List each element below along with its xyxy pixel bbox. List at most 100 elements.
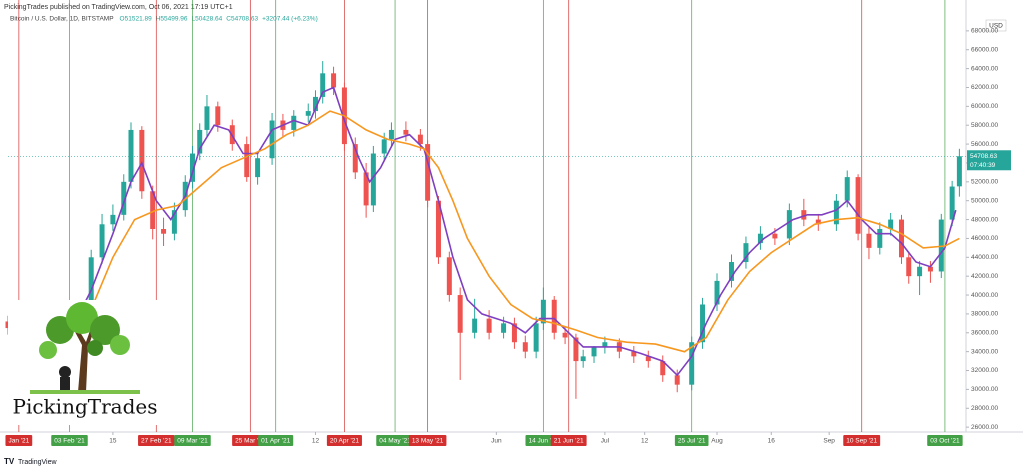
logo-figure <box>60 377 70 393</box>
candle-body <box>331 73 337 88</box>
signal-tag-box <box>258 435 294 446</box>
candle-body <box>204 106 210 130</box>
candle-body <box>139 129 145 192</box>
candle-body <box>551 299 557 333</box>
candle-body <box>403 129 409 135</box>
y-tick-label: 44000.00 <box>971 254 998 261</box>
x-tick-label: 12 <box>641 438 649 445</box>
y-tick-label: 62000.00 <box>971 84 998 91</box>
candle-body <box>161 229 167 234</box>
currency: USD <box>989 23 1003 30</box>
signal-tag: 01 Apr '21 <box>258 435 294 446</box>
candle-body <box>700 304 706 343</box>
signal-tag: 09 Mar '21 <box>174 435 211 446</box>
ohlc-high: H55499.96 <box>156 16 188 23</box>
signal-tag: 03 Oct '21 <box>927 435 963 446</box>
candle-body <box>320 73 326 97</box>
candle-body <box>457 295 463 333</box>
signal-tag-box <box>5 435 33 446</box>
signal-tag-label: 01 Apr '21 <box>261 438 290 445</box>
candle-body <box>88 257 94 310</box>
y-tick-label: 64000.00 <box>971 65 998 72</box>
candle-body <box>486 318 492 333</box>
logo: PickingTrades <box>8 300 158 425</box>
candle-body <box>772 233 778 239</box>
candle-body <box>291 115 297 130</box>
signal-tag-box <box>51 435 88 446</box>
footer-mark: TV <box>4 457 15 466</box>
logo-leaf <box>87 340 103 356</box>
candle-body <box>150 191 156 229</box>
candle-body <box>522 342 528 352</box>
signal-tag: 25 Jul '21 <box>674 435 709 446</box>
candle-body <box>743 243 749 263</box>
candle-body <box>472 318 478 333</box>
candle-body <box>312 96 318 112</box>
countdown: 07:40:39 <box>970 162 996 169</box>
signal-tag-box <box>138 435 175 446</box>
x-tick-label: Sep <box>823 438 835 445</box>
candle-body <box>446 257 452 296</box>
signal-tag-box <box>843 435 881 446</box>
y-tick-label: 38000.00 <box>971 311 998 318</box>
candle-body <box>591 346 597 357</box>
y-tick-label: 28000.00 <box>971 405 998 412</box>
signal-tag-label: 09 Mar '21 <box>177 438 208 445</box>
signal-tag-label: 03 Oct '21 <box>930 438 960 445</box>
y-tick-label: 48000.00 <box>971 216 998 223</box>
y-tick-label: 34000.00 <box>971 348 998 355</box>
candle-body <box>689 342 695 385</box>
symbol: Bitcoin / U.S. Dollar, 1D, BITSTAMP <box>10 16 114 23</box>
x-tick-label: Jun <box>491 438 502 445</box>
candle-body <box>363 172 369 206</box>
signal-tag-label: 20 Apr '21 <box>330 438 359 445</box>
logo-leaf <box>90 315 120 345</box>
candle-body <box>938 219 944 272</box>
candle-body <box>917 266 923 277</box>
x-tick-label: 15 <box>109 438 117 445</box>
signal-tag-box <box>376 435 414 446</box>
candle-body <box>906 257 912 277</box>
y-tick-label: 36000.00 <box>971 330 998 337</box>
candle-body <box>573 337 579 362</box>
candle-body <box>757 233 763 244</box>
signal-tag-label: 25 Jul '21 <box>678 438 706 445</box>
signal-tag-label: 27 Feb '21 <box>141 438 172 445</box>
signal-tag: 21 Jun '21 <box>550 435 587 446</box>
logo-leaf <box>110 335 130 355</box>
candle-body <box>540 299 546 324</box>
candle-body <box>388 129 394 140</box>
signal-tag-label: 14 Jun '21 <box>528 438 558 445</box>
publish-note: PickingTrades published on TradingView.c… <box>4 4 233 11</box>
candle-body <box>855 177 861 234</box>
candle-body <box>786 210 792 239</box>
candle-body <box>305 111 311 116</box>
symbol-row: Bitcoin / U.S. Dollar, 1D, BITSTAMP O515… <box>10 16 318 23</box>
signal-tag-box <box>927 435 963 446</box>
last-price-label: 54708.63 <box>970 153 997 160</box>
signal-tag-box <box>326 435 362 446</box>
signal-tag-box <box>550 435 587 446</box>
candle-body <box>533 323 539 352</box>
y-tick-label: 42000.00 <box>971 273 998 280</box>
signal-tag: 27 Feb '21 <box>138 435 175 446</box>
footer: TradingView <box>18 459 57 466</box>
y-tick-label: 58000.00 <box>971 122 998 129</box>
candle-body <box>956 156 962 187</box>
candle-body <box>244 144 250 178</box>
candle-body <box>121 181 127 215</box>
y-tick-label: 26000.00 <box>971 424 998 431</box>
signal-tag: 10 Sep '21 <box>843 435 881 446</box>
candle-body <box>602 342 608 347</box>
candle-body <box>815 219 821 225</box>
candle-body <box>899 219 905 258</box>
signal-tag-label: Jan '21 <box>8 438 29 445</box>
candle-body <box>435 200 441 258</box>
candle-body <box>728 262 734 281</box>
y-tick-label: 32000.00 <box>971 367 998 374</box>
candle-body <box>866 233 872 248</box>
logo-ground <box>30 390 140 394</box>
ohlc-open: O51521.89 <box>120 16 153 23</box>
